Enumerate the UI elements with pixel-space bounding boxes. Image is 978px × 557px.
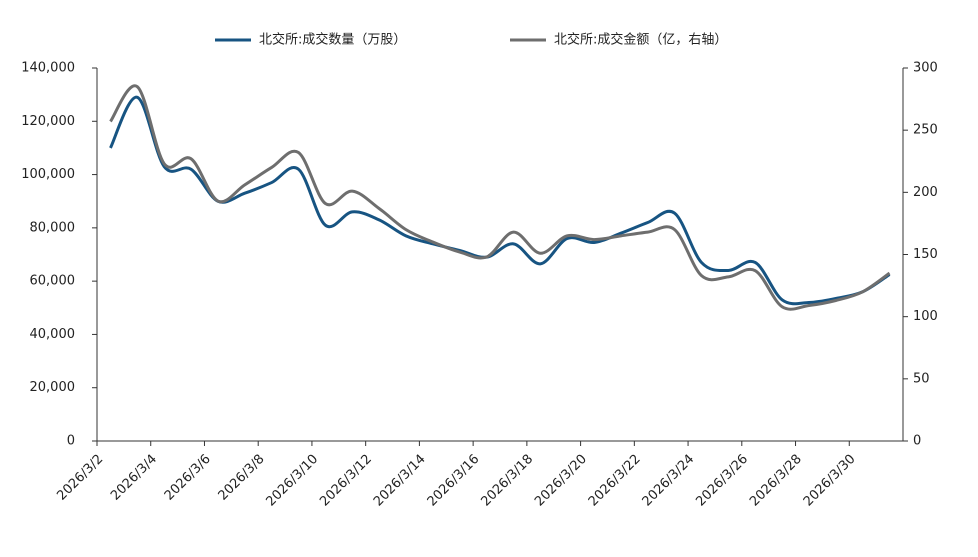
y2-tick-label: 300 xyxy=(913,61,938,76)
x-tick-label: 2026/3/24 xyxy=(640,452,698,510)
x-tick-label: 2026/3/12 xyxy=(317,452,375,510)
y2-tick-label: 0 xyxy=(913,434,921,449)
x-tick-label: 2026/3/20 xyxy=(532,452,590,510)
x-tick-label: 2026/3/14 xyxy=(371,452,429,510)
y-tick-label: 140,000 xyxy=(21,61,75,76)
x-tick-label: 2026/3/28 xyxy=(747,452,805,510)
y2-tick-label: 200 xyxy=(913,185,938,200)
y-tick-label: 40,000 xyxy=(30,327,76,342)
x-tick-label: 2026/3/30 xyxy=(801,452,859,510)
x-tick-label: 2026/3/4 xyxy=(108,452,160,504)
y-tick-label: 20,000 xyxy=(30,380,76,395)
y2-tick-label: 100 xyxy=(913,309,938,324)
series-line xyxy=(109,84,891,311)
legend-label: 北交所:成交金额（亿，右轴） xyxy=(554,32,727,48)
x-tick-label: 2026/3/26 xyxy=(693,452,751,510)
x-tick-label: 2026/3/22 xyxy=(586,452,644,510)
y2-tick-label: 150 xyxy=(913,247,938,262)
y2-tick-label: 250 xyxy=(913,123,938,138)
x-tick-label: 2026/3/18 xyxy=(478,452,536,510)
y-tick-label: 120,000 xyxy=(21,114,75,129)
x-tick-label: 2026/3/2 xyxy=(54,452,106,504)
x-tick-label: 2026/3/16 xyxy=(425,452,483,510)
y-tick-label: 0 xyxy=(67,434,75,449)
y-tick-label: 100,000 xyxy=(21,167,75,182)
y-tick-label: 60,000 xyxy=(30,274,76,289)
legend-label: 北交所:成交数量（万股） xyxy=(259,32,406,48)
x-tick-label: 2026/3/8 xyxy=(216,452,268,504)
x-tick-label: 2026/3/6 xyxy=(162,452,214,504)
x-tick-label: 2026/3/10 xyxy=(263,452,321,510)
y2-tick-label: 50 xyxy=(913,371,930,386)
series-line xyxy=(109,95,891,306)
y-tick-label: 80,000 xyxy=(30,220,76,235)
